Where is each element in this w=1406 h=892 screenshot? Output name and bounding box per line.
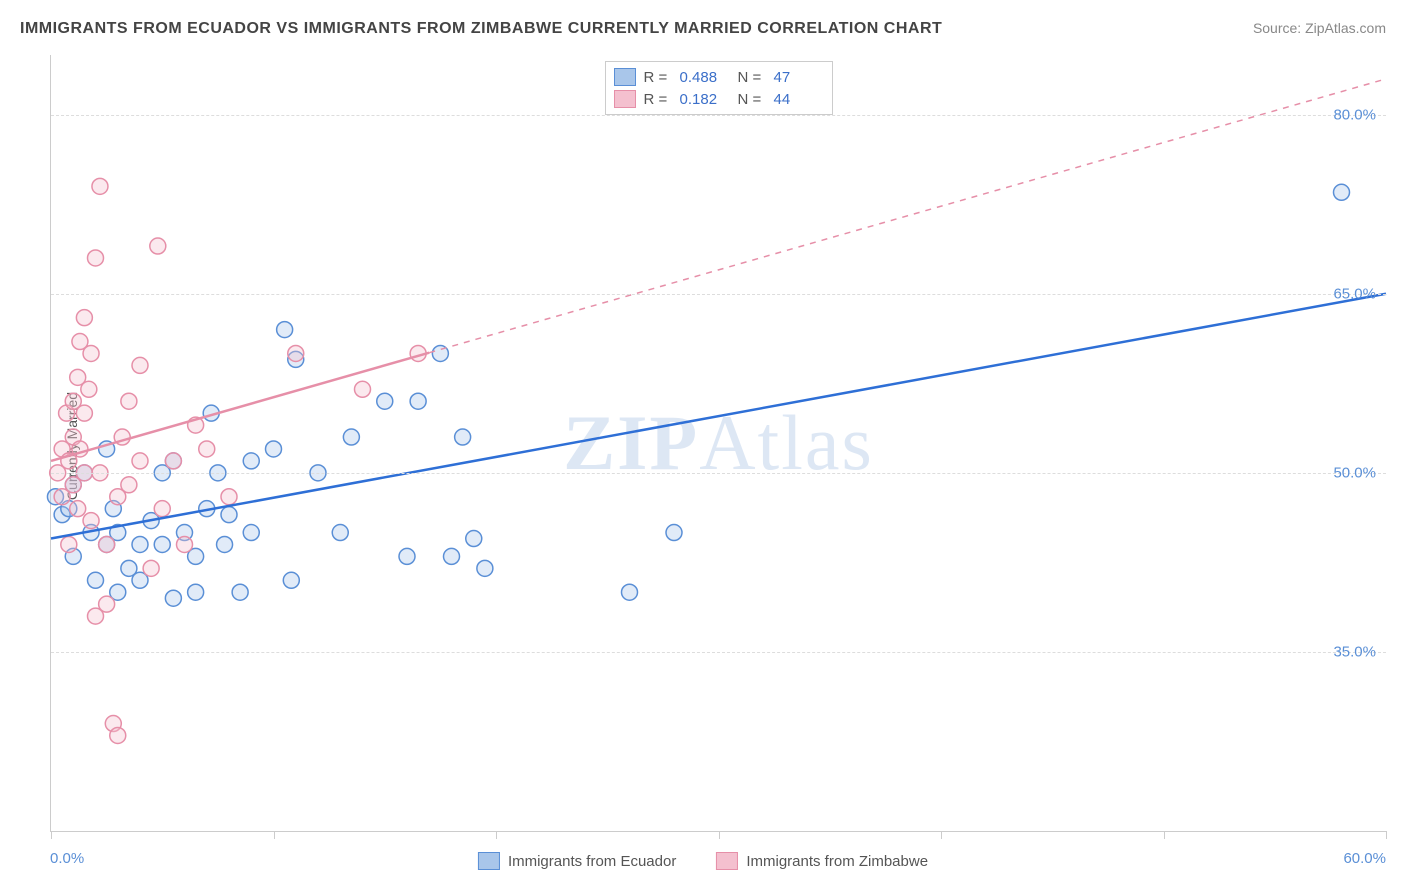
data-point: [121, 477, 137, 493]
data-point: [343, 429, 359, 445]
data-point: [132, 536, 148, 552]
data-point: [217, 536, 233, 552]
data-point: [399, 548, 415, 564]
data-point: [355, 381, 371, 397]
n-value: 47: [774, 69, 824, 86]
data-point: [466, 531, 482, 547]
data-point: [61, 536, 77, 552]
legend-swatch: [614, 68, 636, 86]
n-value: 44: [774, 91, 824, 108]
y-tick-label: 50.0%: [1333, 464, 1376, 481]
x-tick: [1386, 831, 1387, 839]
stats-legend-row: R = 0.182 N = 44: [614, 88, 824, 110]
data-point: [150, 238, 166, 254]
data-point: [455, 429, 471, 445]
stats-legend-row: R = 0.488 N = 47: [614, 66, 824, 88]
regression-line: [51, 294, 1386, 539]
x-tick: [274, 831, 275, 839]
data-point: [243, 525, 259, 541]
series-legend: Immigrants from Ecuador Immigrants from Z…: [478, 852, 928, 870]
x-tick: [1164, 831, 1165, 839]
data-point: [88, 572, 104, 588]
data-point: [76, 310, 92, 326]
data-point: [154, 536, 170, 552]
data-point: [99, 596, 115, 612]
gridline: [51, 473, 1386, 474]
data-point: [154, 501, 170, 517]
data-point: [332, 525, 348, 541]
stats-legend: R = 0.488 N = 47 R = 0.182 N = 44: [605, 61, 833, 115]
scatter-svg: [51, 55, 1386, 831]
data-point: [266, 441, 282, 457]
x-tick: [719, 831, 720, 839]
data-point: [92, 178, 108, 194]
data-point: [232, 584, 248, 600]
source-attribution: Source: ZipAtlas.com: [1253, 20, 1386, 36]
gridline: [51, 294, 1386, 295]
data-point: [444, 548, 460, 564]
y-tick-label: 35.0%: [1333, 643, 1376, 660]
r-label: R =: [644, 69, 672, 86]
data-point: [76, 405, 92, 421]
regression-line-dashed: [429, 79, 1386, 353]
series-legend-item: Immigrants from Zimbabwe: [716, 852, 928, 870]
data-point: [165, 453, 181, 469]
series-name: Immigrants from Zimbabwe: [746, 853, 928, 870]
data-point: [410, 393, 426, 409]
y-tick-label: 80.0%: [1333, 106, 1376, 123]
data-point: [110, 727, 126, 743]
data-point: [88, 250, 104, 266]
data-point: [1334, 184, 1350, 200]
r-label: R =: [644, 91, 672, 108]
legend-swatch: [478, 852, 500, 870]
n-label: N =: [738, 69, 766, 86]
x-tick-max: 60.0%: [1343, 850, 1386, 867]
legend-swatch: [614, 90, 636, 108]
legend-swatch: [716, 852, 738, 870]
data-point: [283, 572, 299, 588]
data-point: [188, 584, 204, 600]
series-name: Immigrants from Ecuador: [508, 853, 676, 870]
data-point: [143, 560, 159, 576]
r-value: 0.182: [680, 91, 730, 108]
data-point: [377, 393, 393, 409]
x-tick: [51, 831, 52, 839]
chart-plot-area: ZIPAtlas R =0.488N =47R =0.182N =44 35.0…: [50, 55, 1386, 832]
data-point: [132, 357, 148, 373]
data-point: [277, 322, 293, 338]
data-point: [477, 560, 493, 576]
data-point: [177, 536, 193, 552]
data-point: [221, 507, 237, 523]
chart-title: IMMIGRANTS FROM ECUADOR VS IMMIGRANTS FR…: [20, 20, 942, 38]
n-label: N =: [738, 91, 766, 108]
r-value: 0.488: [680, 69, 730, 86]
data-point: [243, 453, 259, 469]
data-point: [83, 345, 99, 361]
series-legend-item: Immigrants from Ecuador: [478, 852, 676, 870]
gridline: [51, 115, 1386, 116]
x-tick: [496, 831, 497, 839]
data-point: [221, 489, 237, 505]
regression-line: [51, 353, 429, 461]
y-tick-label: 65.0%: [1333, 285, 1376, 302]
data-point: [99, 536, 115, 552]
data-point: [132, 453, 148, 469]
data-point: [70, 501, 86, 517]
data-point: [83, 513, 99, 529]
x-tick-min: 0.0%: [50, 850, 84, 867]
x-tick: [941, 831, 942, 839]
gridline: [51, 652, 1386, 653]
data-point: [199, 441, 215, 457]
data-point: [81, 381, 97, 397]
data-point: [121, 393, 137, 409]
data-point: [288, 345, 304, 361]
data-point: [622, 584, 638, 600]
data-point: [165, 590, 181, 606]
data-point: [666, 525, 682, 541]
